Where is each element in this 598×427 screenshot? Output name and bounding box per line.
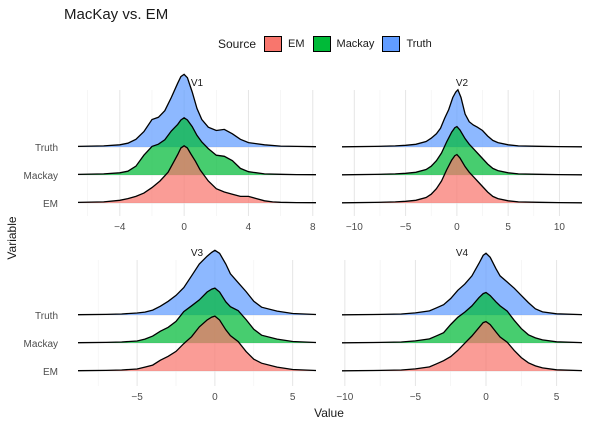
ridge-fill-v3-mackay (78, 288, 316, 343)
x-tick-label-v2: 5 (505, 222, 511, 233)
legend-key-mackay (312, 36, 331, 52)
y-tick-label-mackay: Mackay (24, 171, 58, 182)
x-tick-label-v4: 5 (554, 392, 560, 403)
legend-key-em (264, 36, 283, 52)
legend: Source EM Mackay Truth (218, 34, 440, 54)
ridge-fill-v2-mackay (342, 126, 582, 175)
legend-item-truth: Truth (382, 36, 432, 52)
x-tick-label-v2: 0 (454, 222, 460, 233)
x-tick-label-v3: 5 (290, 392, 296, 403)
y-tick-label-mackay: Mackay (24, 339, 58, 350)
ridge-line-v1-mackay (77, 117, 317, 176)
y-tick-label-truth: Truth (35, 143, 58, 154)
ridge-fill-v3-em (78, 316, 316, 371)
x-tick-label-v2: −10 (346, 222, 363, 233)
legend-key-truth (382, 36, 401, 52)
ridge-fill-v2-truth (342, 89, 582, 147)
x-axis-title: Value (314, 406, 344, 420)
ridge-line-v3-truth (77, 249, 317, 316)
y-tick-label-truth: Truth (35, 311, 58, 322)
ridge-line-v4-truth (341, 252, 583, 316)
x-tick-label-v1: 4 (246, 222, 252, 233)
x-tick-label-v3: 0 (212, 392, 218, 403)
ridge-line-v3-em (77, 315, 317, 372)
panel-title-v3: V3 (191, 248, 204, 259)
panel-title-v1: V1 (191, 78, 204, 89)
x-tick-label-v1: −4 (114, 222, 126, 233)
y-axis-title: Variable (5, 216, 19, 259)
chart-title: MacKay vs. EM (64, 6, 169, 23)
y-tick-label-em: EM (43, 367, 58, 378)
x-tick-label-v4: −10 (336, 392, 353, 403)
ridge-fill-v1-em (78, 145, 316, 203)
ridge-fill-v3-truth (78, 250, 316, 315)
x-tick-label-v4: 0 (483, 392, 489, 403)
legend-label-truth: Truth (406, 38, 432, 50)
legend-item-mackay: Mackay (312, 36, 375, 52)
ridge-fill-v4-mackay (342, 292, 582, 343)
ridge-line-v3-mackay (77, 287, 317, 344)
x-tick-label-v3: −5 (131, 392, 143, 403)
legend-item-em: EM (264, 36, 305, 52)
ridge-fill-v2-em (342, 154, 582, 203)
x-tick-label-v4: −5 (410, 392, 422, 403)
x-tick-label-v1: 0 (181, 222, 187, 233)
panel-title-v2: V2 (456, 78, 469, 89)
panel-title-v4: V4 (456, 248, 469, 259)
x-tick-label-v2: −5 (400, 222, 412, 233)
ridge-fill-v1-truth (78, 74, 316, 147)
legend-title: Source (218, 37, 257, 51)
y-tick-label-em: EM (43, 199, 58, 210)
ridge-line-v4-mackay (341, 291, 583, 344)
legend-label-mackay: Mackay (336, 38, 375, 50)
ridge-line-v2-em (341, 153, 583, 204)
ridge-fill-v1-mackay (78, 117, 316, 175)
ridge-line-v2-mackay (341, 125, 583, 176)
ridge-line-v2-truth (341, 88, 583, 148)
legend-label-em: EM (288, 38, 305, 50)
ridge-line-v4-em (341, 320, 583, 372)
ridge-line-v1-truth (77, 73, 317, 148)
ridge-line-v1-em (77, 145, 317, 204)
ridge-fill-v4-truth (342, 253, 582, 315)
x-tick-label-v2: 10 (554, 222, 566, 233)
x-tick-label-v1: 8 (310, 222, 316, 233)
